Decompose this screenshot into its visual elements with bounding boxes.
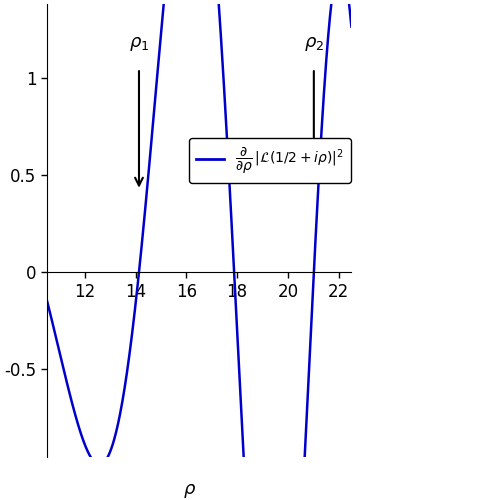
Legend: $\dfrac{\partial}{\partial\rho}\,|\mathcal{L}(1/2+i\rho)|^2$: $\dfrac{\partial}{\partial\rho}\,|\mathc… (189, 138, 350, 183)
Text: $\rho_2$: $\rho_2$ (304, 34, 324, 52)
Text: $\rho_1$: $\rho_1$ (129, 34, 149, 52)
X-axis label: $\rho$: $\rho$ (183, 482, 197, 500)
